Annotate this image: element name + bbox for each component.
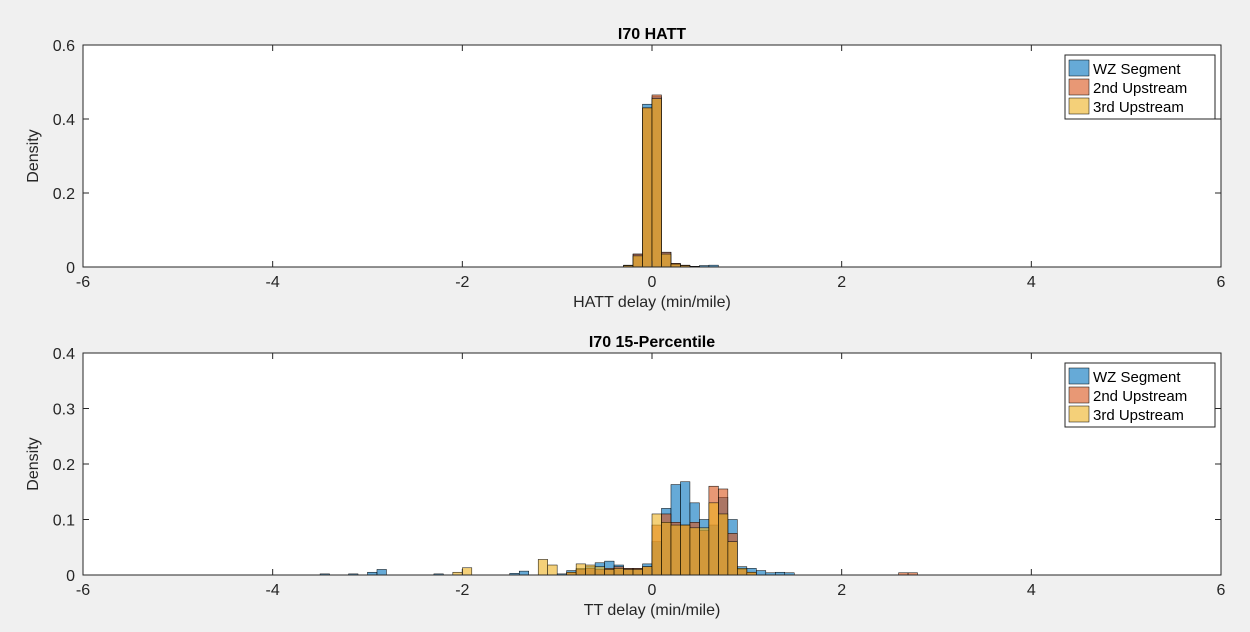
legend-label-3rd-upstream: 3rd Upstream — [1093, 407, 1184, 424]
y-tick-label: 0.4 — [53, 346, 75, 363]
bar-3rd-upstream — [642, 566, 653, 576]
bar-3rd-upstream — [689, 527, 700, 576]
bar-3rd-upstream — [670, 524, 681, 576]
bar-3rd-upstream — [680, 524, 691, 576]
y-tick-label: 0.3 — [53, 402, 75, 419]
x-tick-label: 6 — [1217, 274, 1226, 291]
bar-3rd-upstream — [642, 107, 653, 268]
bar-3rd-upstream — [623, 569, 634, 576]
y-tick-label: 0.2 — [53, 457, 75, 474]
bar-3rd-upstream — [651, 98, 662, 268]
y-tick-label: 0.4 — [53, 112, 75, 129]
y-tick-label: 0.6 — [53, 38, 75, 55]
x-tick-label: 2 — [837, 582, 846, 599]
legend-label-3rd-upstream: 3rd Upstream — [1093, 99, 1184, 116]
y-tick-label: 0 — [66, 568, 75, 585]
bar-3rd-upstream — [718, 513, 729, 576]
bar-3rd-upstream — [651, 513, 662, 576]
bar-3rd-upstream — [613, 568, 624, 576]
x-tick-label: -6 — [76, 274, 90, 291]
legend-swatch-wz-segment — [1068, 367, 1090, 385]
legend-label-2nd-upstream: 2nd Upstream — [1093, 388, 1187, 405]
x-tick-label: 6 — [1217, 582, 1226, 599]
bar-wz-segment — [756, 570, 767, 576]
legend: WZ Segment 2nd Upstream 3rd Upstream — [1064, 362, 1216, 428]
legend-swatch-2nd-upstream — [1068, 78, 1090, 96]
legend-label-wz-segment: WZ Segment — [1093, 61, 1181, 78]
plot-frame — [82, 44, 1222, 268]
ticks-layer: -6 -4 -2 0 2 4 6 0 0.2 0.4 0.6 — [53, 38, 1226, 291]
legend-label-wz-segment: WZ Segment — [1093, 369, 1181, 386]
bar-3rd-upstream — [737, 568, 748, 576]
ticks-layer: -6 -4 -2 0 2 4 6 0 0.1 0.2 0.3 0.4 — [53, 346, 1226, 599]
chart-title: I70 15-Percentile — [589, 334, 715, 351]
bar-3rd-upstream — [661, 522, 672, 576]
legend-label-2nd-upstream: 2nd Upstream — [1093, 80, 1187, 97]
bar-3rd-upstream — [661, 253, 672, 268]
subplot-15-percentile: -6 -4 -2 0 2 4 6 0 0.1 0.2 0.3 0.4 I70 15-Percentil… — [25, 334, 1226, 619]
bar-wz-segment — [518, 570, 529, 576]
bar-3rd-upstream — [462, 567, 473, 576]
y-tick-label: 0.1 — [53, 513, 75, 530]
subplot-hatt: -6 -4 -2 0 2 4 6 0 0.2 0.4 0.6 I70 HATT HATT delay… — [25, 26, 1226, 311]
bar-wz-segment — [376, 569, 387, 576]
bars-layer — [319, 481, 918, 576]
bar-3rd-upstream — [727, 541, 738, 576]
legend-swatch-2nd-upstream — [1068, 386, 1090, 404]
y-tick-label: 0.2 — [53, 186, 75, 203]
y-axis-label: Density — [25, 437, 42, 490]
bar-3rd-upstream — [708, 502, 719, 576]
x-tick-label: 2 — [837, 274, 846, 291]
x-tick-label: 0 — [648, 274, 657, 291]
bar-3rd-upstream — [547, 564, 558, 576]
y-tick-label: 0 — [66, 260, 75, 277]
x-axis-label: HATT delay (min/mile) — [573, 294, 731, 311]
bar-3rd-upstream — [699, 527, 710, 576]
x-tick-label: 0 — [648, 582, 657, 599]
legend-swatch-3rd-upstream — [1068, 97, 1090, 115]
legend-box — [1064, 362, 1216, 428]
x-tick-label: -4 — [266, 274, 280, 291]
bar-3rd-upstream — [537, 559, 548, 576]
y-axis-label: Density — [25, 129, 42, 182]
legend-box — [1064, 54, 1216, 120]
legend-swatch-wz-segment — [1068, 59, 1090, 77]
legend: WZ Segment 2nd Upstream 3rd Upstream — [1064, 54, 1216, 120]
x-tick-label: -6 — [76, 582, 90, 599]
x-tick-label: -2 — [455, 582, 469, 599]
bar-3rd-upstream — [594, 566, 605, 576]
x-tick-label: -2 — [455, 274, 469, 291]
x-tick-label: 4 — [1027, 582, 1036, 599]
plot-frame — [82, 352, 1222, 576]
legend-swatch-3rd-upstream — [1068, 405, 1090, 423]
chart-title: I70 HATT — [618, 26, 686, 43]
x-tick-label: 4 — [1027, 274, 1036, 291]
x-axis-label: TT delay (min/mile) — [584, 602, 721, 619]
bar-3rd-upstream — [575, 563, 586, 576]
bar-3rd-upstream — [632, 255, 643, 268]
x-tick-label: -4 — [266, 582, 280, 599]
bar-3rd-upstream — [585, 564, 596, 576]
bar-3rd-upstream — [604, 569, 615, 576]
bar-3rd-upstream — [632, 569, 643, 576]
